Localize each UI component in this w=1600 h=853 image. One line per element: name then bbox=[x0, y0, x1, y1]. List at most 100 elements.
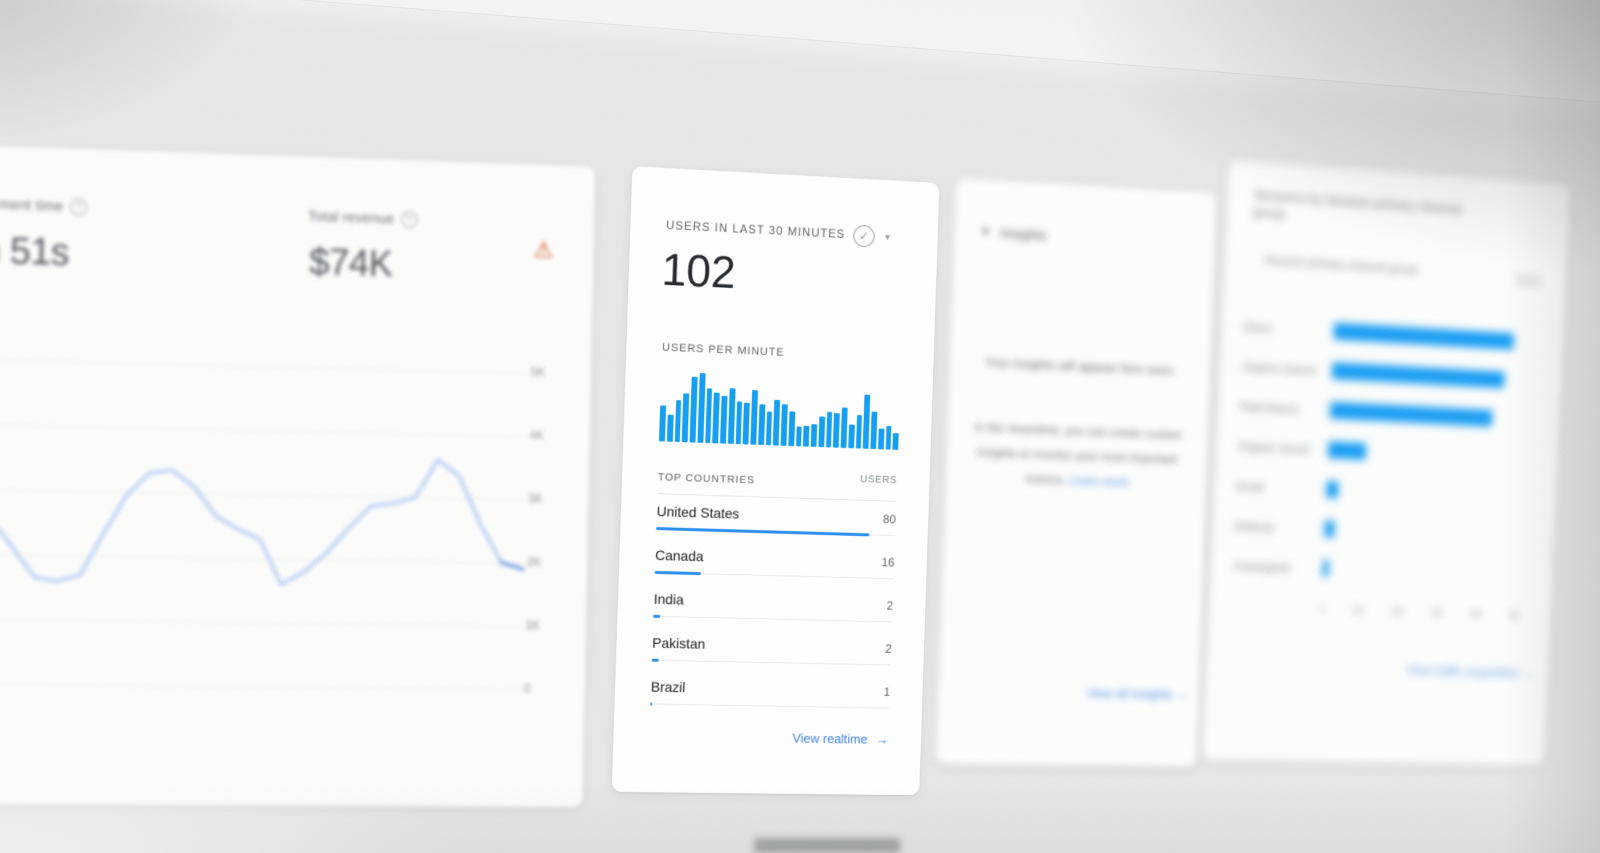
view-all-insights-link[interactable]: View all insights → bbox=[1086, 686, 1188, 702]
users-column-header: USERS bbox=[860, 474, 898, 487]
users-per-minute-label: USERS PER MINUTE bbox=[661, 341, 785, 359]
minute-bar bbox=[803, 425, 810, 447]
insights-header: ✦ Insights bbox=[980, 224, 1047, 244]
minute-bar bbox=[735, 401, 743, 445]
view-realtime-link[interactable]: View realtime → bbox=[792, 731, 889, 747]
row-divider bbox=[650, 703, 890, 709]
country-users-value: 2 bbox=[886, 598, 894, 613]
minute-bar bbox=[765, 411, 773, 446]
y-tick-label: 2K bbox=[526, 555, 542, 570]
country-bar bbox=[654, 570, 701, 576]
partial-next-card-title bbox=[754, 838, 900, 853]
channel-axis: 0 1K 2K 3K 4K 5K bbox=[1319, 603, 1521, 621]
minute-bar bbox=[658, 405, 666, 442]
card-insights: ✦ Insights Your insights will appear her… bbox=[935, 178, 1217, 767]
warning-triangle-icon[interactable]: ⚠ bbox=[533, 236, 554, 263]
card-realtime: USERS IN LAST 30 MINUTES ✓ ▾ 102 USERS P… bbox=[611, 166, 940, 796]
top-countries-header: TOP COUNTRIES bbox=[657, 471, 756, 487]
y-tick-label: 1K bbox=[525, 618, 541, 633]
country-users-value: 16 bbox=[881, 555, 895, 570]
minute-bar bbox=[712, 392, 720, 444]
users-last-30min-value: 102 bbox=[660, 243, 737, 299]
country-row: Pakistan 2 bbox=[651, 629, 892, 678]
minute-bar bbox=[885, 425, 892, 450]
channel-label: Direct bbox=[1243, 321, 1273, 335]
engagement-time-metric: engagement time ? bbox=[0, 195, 88, 216]
minute-bar bbox=[795, 426, 802, 447]
channel-label: Referral bbox=[1234, 520, 1274, 535]
channels-title: Sessions by Session primary channel grou… bbox=[1252, 187, 1463, 222]
axis-tick-label: 3K bbox=[1430, 607, 1444, 620]
country-name: Pakistan bbox=[652, 634, 706, 652]
top-countries-list: United States 80 Canada 16 India 2 Pakis… bbox=[650, 497, 896, 720]
y-tick-label: 4K bbox=[529, 428, 544, 443]
card-scorecards: engagement time ? 1m 51s Total revenue ?… bbox=[0, 144, 596, 808]
insights-title: Insights bbox=[1000, 225, 1047, 243]
minute-bar bbox=[697, 373, 706, 443]
data-quality-check-icon[interactable]: ✓ bbox=[853, 224, 875, 248]
chevron-down-icon[interactable]: ▾ bbox=[884, 232, 891, 244]
channel-label: Organic Social bbox=[1238, 441, 1309, 457]
channel-bar bbox=[1331, 362, 1505, 389]
country-bar bbox=[651, 658, 660, 662]
channel-bar bbox=[1326, 480, 1339, 499]
channels-report-link[interactable]: View traffic acquisition → bbox=[1406, 663, 1534, 681]
card-channels: Sessions by Session primary channel grou… bbox=[1202, 160, 1571, 766]
country-row: Canada 16 bbox=[654, 541, 895, 591]
engagement-time-value: 1m 51s bbox=[0, 228, 70, 274]
channel-label: Paid Search bbox=[1239, 401, 1300, 417]
row-divider bbox=[651, 659, 892, 666]
minute-bar bbox=[788, 411, 795, 447]
minute-bar bbox=[810, 423, 817, 447]
minute-bar bbox=[862, 394, 871, 449]
axis-tick-label: 4K bbox=[1469, 608, 1483, 621]
insights-empty-state-line: Your insights will appear here soon. bbox=[984, 355, 1177, 378]
minute-bar bbox=[704, 388, 713, 444]
channel-label: Unassigned bbox=[1232, 560, 1291, 575]
country-row: India 2 bbox=[653, 585, 894, 634]
minute-bar bbox=[818, 415, 825, 448]
users-per-minute-bars bbox=[658, 372, 900, 450]
country-bar bbox=[653, 614, 661, 618]
channel-bar bbox=[1333, 322, 1515, 350]
total-revenue-value: $74K bbox=[308, 241, 393, 286]
minute-bar bbox=[848, 423, 855, 449]
minute-bar bbox=[840, 407, 848, 449]
country-users-value: 1 bbox=[883, 685, 891, 699]
minute-bar bbox=[892, 432, 899, 450]
screen-glare-band bbox=[0, 0, 1600, 131]
learn-more-link[interactable]: Learn more bbox=[1069, 473, 1130, 490]
country-row: United States 80 bbox=[656, 497, 897, 548]
channel-bar bbox=[1329, 401, 1493, 427]
channels-subtitle: Session primary channel group bbox=[1264, 254, 1419, 277]
country-name: India bbox=[653, 590, 684, 608]
country-name: Brazil bbox=[650, 678, 686, 696]
country-name: United States bbox=[656, 503, 740, 522]
total-revenue-label: Total revenue bbox=[307, 208, 395, 228]
minute-bar bbox=[757, 404, 765, 446]
minute-bar bbox=[681, 393, 690, 443]
minute-bar bbox=[720, 396, 728, 444]
y-tick-label: 3K bbox=[527, 491, 543, 506]
country-users-value: 80 bbox=[882, 512, 897, 527]
minute-bar bbox=[750, 390, 758, 445]
help-icon[interactable]: ? bbox=[70, 198, 88, 216]
country-users-value: 2 bbox=[884, 641, 892, 656]
y-tick-label: 5K bbox=[530, 365, 546, 380]
dropdown-control[interactable] bbox=[1515, 273, 1542, 288]
channel-label: Email bbox=[1236, 480, 1264, 495]
help-icon[interactable]: ? bbox=[400, 211, 418, 229]
axis-tick-label: 0 bbox=[1318, 603, 1326, 616]
minute-bar bbox=[666, 415, 674, 442]
channel-bar bbox=[1324, 520, 1335, 538]
channel-bar bbox=[1322, 559, 1329, 577]
minute-bar bbox=[833, 413, 840, 448]
realtime-title: USERS IN LAST 30 MINUTES bbox=[665, 219, 846, 242]
row-divider bbox=[653, 615, 893, 623]
total-revenue-metric: Total revenue ? bbox=[307, 208, 418, 229]
axis-tick-label: 5K bbox=[1508, 609, 1521, 622]
channel-rows: Direct Organic Search Paid Search Organic S… bbox=[1232, 309, 1543, 598]
minute-bar bbox=[870, 411, 878, 450]
